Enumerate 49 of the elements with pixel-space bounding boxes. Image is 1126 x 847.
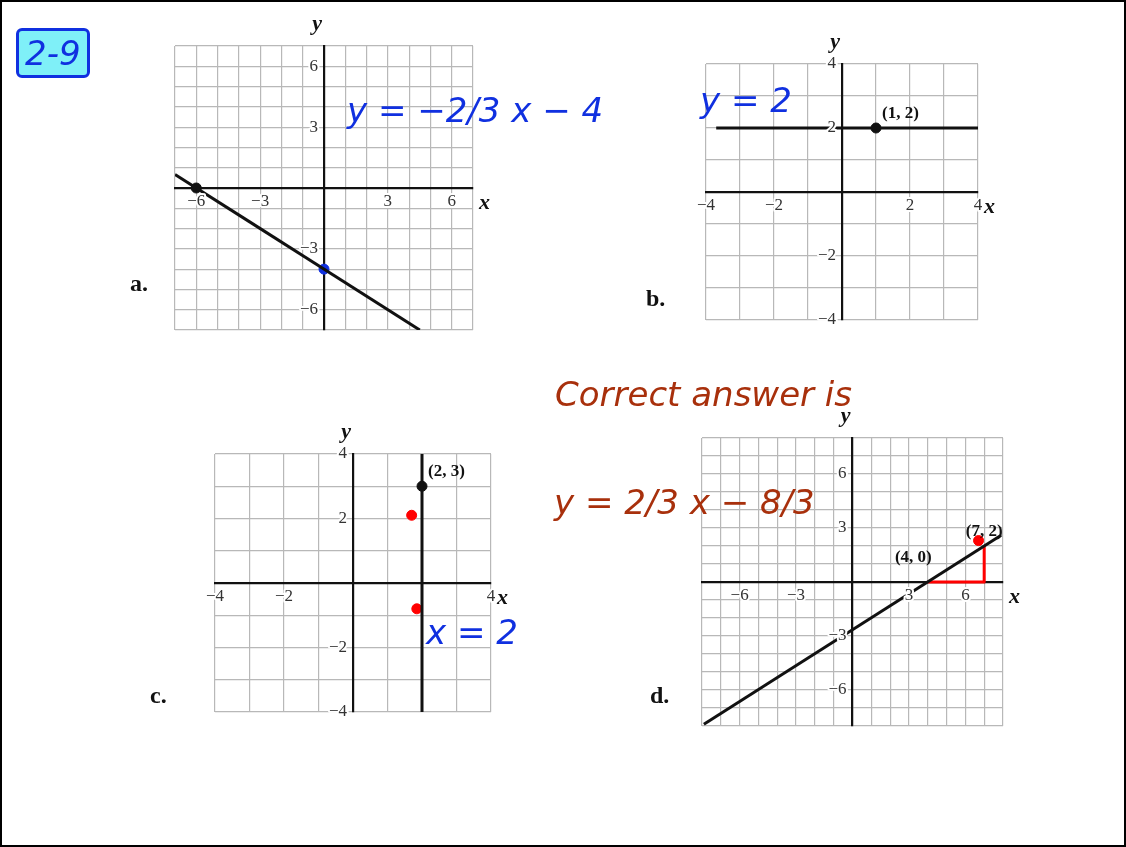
x-tick-label: 3	[383, 190, 393, 210]
y-tick-label: −6	[828, 679, 847, 699]
x-tick-label: 2	[905, 194, 915, 214]
x-tick-label: 4	[486, 585, 496, 605]
x-axis-title: x	[496, 583, 508, 609]
y-tick-label: −4	[328, 701, 348, 721]
y-axis-title: y	[309, 9, 323, 35]
x-tick-label: −3	[787, 584, 806, 604]
annotation: (1, 2)	[882, 102, 919, 122]
text: 2-9	[16, 28, 90, 78]
y-tick-label: −2	[817, 245, 836, 265]
text: b.	[646, 285, 666, 312]
y-tick-label: −3	[299, 238, 318, 258]
x-tick-label: −6	[187, 190, 206, 210]
y-tick-label: 4	[338, 443, 348, 463]
x-tick-label: 6	[447, 190, 456, 210]
y-axis-title: y	[338, 417, 352, 443]
y-tick-label: 6	[309, 55, 318, 75]
x-tick-label: −2	[764, 194, 784, 214]
y-tick-label: −4	[817, 309, 837, 329]
y-tick-label: 6	[838, 463, 847, 483]
x-tick-label: −3	[251, 190, 270, 210]
x-axis-title: x	[983, 192, 995, 218]
y-tick-label: 3	[838, 517, 847, 537]
x-tick-label: −4	[205, 585, 225, 605]
x-tick-label: 4	[973, 194, 983, 214]
x-axis-title: x	[478, 188, 490, 214]
y-tick-label: −6	[299, 299, 318, 319]
annotation: (4, 0)	[894, 546, 932, 566]
annotation: y = 2	[700, 80, 792, 120]
annotation: x = 2	[426, 612, 518, 652]
annotation: y = 2/3 x − 8/3	[554, 482, 815, 522]
y-tick-label: −2	[328, 636, 347, 656]
y-tick-label: 3	[309, 116, 318, 136]
x-tick-label: 3	[904, 584, 914, 604]
annotation: y = −2/3 x − 4	[347, 90, 604, 130]
y-tick-label: 2	[338, 507, 347, 527]
x-tick-label: −2	[274, 585, 294, 605]
text: d.	[650, 682, 670, 709]
y-tick-label: 4	[827, 53, 837, 73]
x-tick-label: −4	[696, 194, 716, 214]
annotation: (2, 3)	[428, 461, 465, 481]
y-axis-title: y	[827, 27, 841, 53]
text: c.	[150, 682, 167, 709]
x-tick-label: 6	[961, 584, 970, 604]
x-tick-label: −6	[730, 584, 749, 604]
point	[406, 509, 418, 521]
text: a.	[130, 270, 148, 297]
x-axis-title: x	[1008, 582, 1020, 608]
